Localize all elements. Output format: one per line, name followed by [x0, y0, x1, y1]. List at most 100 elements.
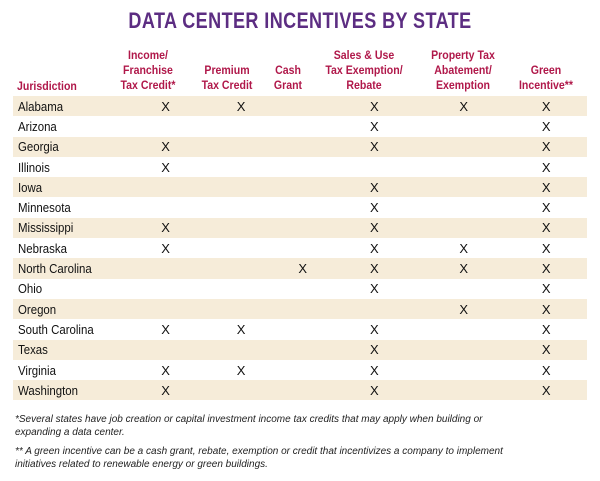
column-header-property-tax: Property Tax Abatement/ Exemption	[431, 48, 495, 92]
incentive-cell	[203, 339, 279, 360]
incentive-cell	[203, 258, 279, 279]
incentive-cell: X	[541, 281, 551, 297]
incentive-cell	[279, 319, 327, 339]
incentive-cell	[422, 157, 505, 177]
footnote-green-incentive: ** A green incentive can be a cash grant…	[15, 446, 503, 470]
incentive-cell	[127, 258, 204, 279]
incentive-cell	[279, 157, 327, 177]
incentive-cell	[203, 238, 279, 258]
jurisdiction-cell: Mississippi	[13, 217, 128, 239]
incentive-cell	[278, 96, 327, 117]
incentive-cell	[127, 339, 204, 360]
incentive-cell: X	[505, 217, 587, 239]
incentive-cell: X	[505, 380, 587, 401]
column-header-jurisdiction: Jurisdiction	[17, 79, 77, 93]
incentive-cell	[278, 339, 327, 360]
table-row: Ohio X X	[13, 279, 587, 299]
incentive-cell: X	[278, 258, 327, 279]
incentive-cell	[422, 380, 506, 401]
incentive-cell: X	[127, 136, 204, 157]
incentive-cell	[203, 157, 279, 177]
incentive-cell: X	[541, 362, 551, 378]
jurisdiction-cell: Minnesota	[18, 200, 71, 216]
incentive-cell	[278, 136, 327, 157]
incentive-cell	[422, 339, 506, 360]
incentive-cell: X	[326, 96, 422, 117]
table-row: Minnesota X X	[13, 197, 587, 217]
incentive-cell	[422, 279, 505, 299]
incentive-cell: X	[422, 298, 506, 320]
incentive-cell	[128, 279, 204, 299]
incentive-cell	[278, 298, 327, 320]
jurisdiction-cell: Illinois	[18, 159, 50, 175]
jurisdiction-cell: Arizona	[18, 118, 57, 134]
incentive-cell: X	[127, 217, 204, 239]
jurisdiction-cell: Oregon	[13, 298, 128, 320]
table-row: Virginia X X X X	[13, 360, 587, 380]
incentive-cell: X	[505, 258, 587, 279]
incentive-cell: X	[505, 339, 587, 360]
incentive-cell	[279, 116, 327, 136]
incentive-cell: X	[541, 200, 551, 216]
incentive-cell	[203, 298, 279, 320]
incentive-cell	[279, 197, 327, 217]
incentive-cell: X	[161, 362, 170, 378]
table-row: Iowa X X	[13, 177, 587, 198]
jurisdiction-cell: North Carolina	[13, 258, 128, 279]
incentive-cell	[278, 217, 327, 239]
table-row: Illinois X X	[13, 157, 587, 177]
incentive-cell: X	[505, 298, 587, 320]
jurisdiction-cell: Georgia	[13, 136, 128, 157]
jurisdiction-cell: South Carolina	[18, 321, 94, 337]
jurisdiction-cell: Virginia	[18, 362, 56, 378]
incentive-cell: X	[326, 136, 422, 157]
incentive-cell: X	[369, 321, 379, 337]
jurisdiction-cell: Iowa	[13, 177, 128, 198]
column-header-green-incentive: Green Incentive**	[518, 63, 573, 92]
incentive-cell: X	[541, 118, 551, 134]
incentive-cell	[279, 238, 327, 258]
incentive-cell: X	[161, 240, 170, 256]
incentive-cell	[128, 197, 204, 217]
incentive-cell: X	[422, 258, 506, 279]
incentive-cell	[203, 197, 279, 217]
incentive-cell	[279, 279, 327, 299]
column-header-income-tax-credit: Income/ Franchise Tax Credit*	[120, 48, 176, 92]
incentive-cell: X	[326, 177, 422, 198]
table-row: Mississippi X X X	[13, 217, 587, 239]
table-row: Texas X X	[13, 339, 587, 360]
incentive-cell	[128, 116, 204, 136]
jurisdiction-cell: Ohio	[18, 281, 43, 297]
incentive-cell	[422, 177, 506, 198]
incentive-cell	[203, 279, 279, 299]
incentive-cell	[422, 217, 506, 239]
incentive-cell: X	[541, 321, 551, 337]
table-row: Georgia X X X	[13, 136, 587, 157]
table-row: South Carolina X X X X	[13, 319, 587, 339]
incentive-cell	[422, 116, 505, 136]
table-row: Alabama X X X X X	[13, 96, 587, 117]
incentive-cell: X	[161, 321, 170, 337]
incentives-table: Alabama X X X X X Arizona X X Georgia X X X Illinois X…	[13, 96, 587, 401]
table-row: Nebraska X X X X	[13, 238, 587, 258]
incentive-cell	[327, 157, 422, 177]
incentive-cell	[203, 217, 279, 239]
incentive-cell	[203, 116, 279, 136]
jurisdiction-cell: Alabama	[13, 96, 128, 117]
incentive-cell	[127, 177, 204, 198]
jurisdiction-cell: Nebraska	[18, 240, 67, 256]
incentive-cell: X	[236, 321, 246, 337]
table-row: Washington X X X	[13, 380, 587, 401]
incentive-cell: X	[541, 240, 551, 256]
jurisdiction-cell: Washington	[13, 380, 128, 401]
column-header-cash-grant: Cash Grant	[273, 63, 303, 92]
incentive-cell	[278, 177, 327, 198]
incentive-cell	[203, 380, 279, 401]
incentive-cell	[278, 380, 327, 401]
incentive-cell: X	[505, 136, 587, 157]
incentive-cell: X	[326, 258, 422, 279]
incentive-cell: X	[459, 240, 469, 256]
incentive-cell: X	[369, 240, 379, 256]
column-header-premium-tax-credit: Premium Tax Credit	[201, 63, 253, 92]
incentive-cell: X	[369, 281, 379, 297]
